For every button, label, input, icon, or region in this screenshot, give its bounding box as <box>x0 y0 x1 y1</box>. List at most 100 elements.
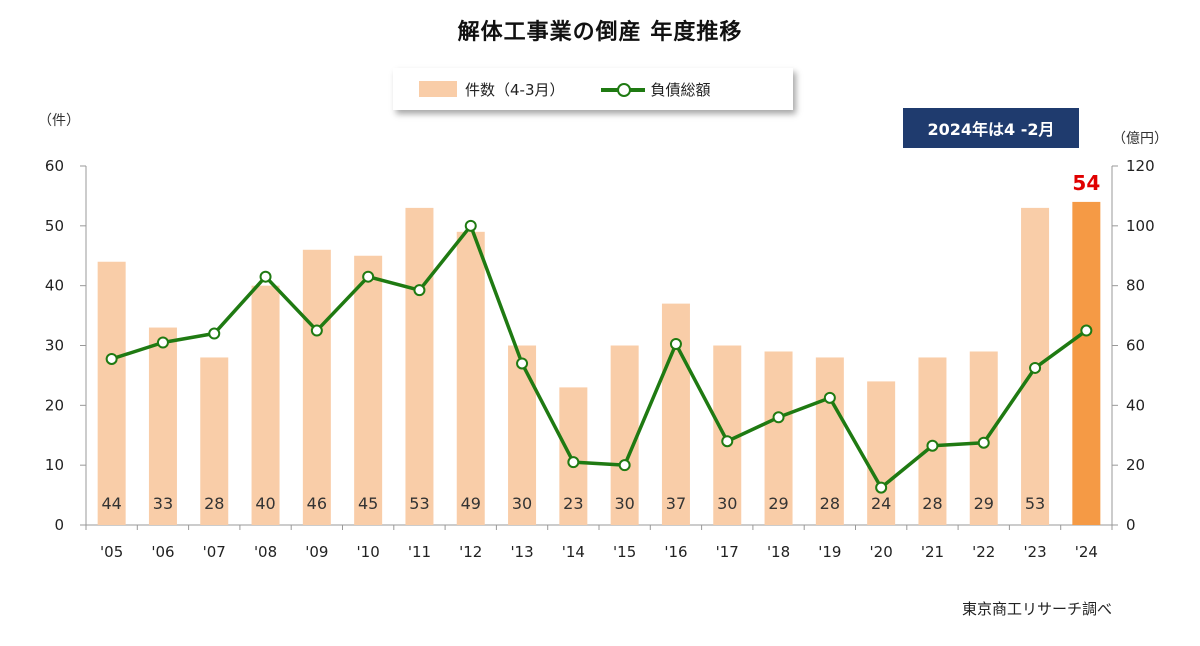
source-credit: 東京商工リサーチ調べ <box>962 600 1113 618</box>
bar <box>456 231 485 526</box>
bar-value-label: 28 <box>820 494 840 513</box>
x-tick-label: '24 <box>1075 543 1098 561</box>
bar-value-label: 33 <box>153 494 173 513</box>
debt-point <box>567 456 580 469</box>
left-tick-label: 10 <box>45 456 64 474</box>
bar <box>302 249 331 525</box>
x-tick-label: '21 <box>921 543 944 561</box>
right-tick-label: 60 <box>1126 337 1145 355</box>
bar-value-label: 53 <box>409 494 429 513</box>
bar-value-label: 44 <box>101 494 121 513</box>
debt-point <box>875 481 888 494</box>
bar <box>148 327 177 525</box>
right-tick-label: 120 <box>1126 157 1155 175</box>
bar-value-label: 28 <box>204 494 224 513</box>
x-tick-label: '16 <box>664 543 687 561</box>
chart-title: 解体工事業の倒産 年度推移 <box>457 20 743 45</box>
bar-highlight <box>1072 201 1101 525</box>
left-tick-label: 0 <box>54 516 64 534</box>
debt-line <box>111 224 1088 490</box>
x-tick-label: '20 <box>870 543 893 561</box>
right-tick-label: 80 <box>1126 277 1145 295</box>
left-tick-label: 30 <box>45 337 64 355</box>
x-tick-label: '09 <box>305 543 328 561</box>
x-tick-label: '12 <box>459 543 482 561</box>
bar-value-label: 49 <box>461 494 481 513</box>
bar <box>764 351 793 525</box>
bar-value-label: 24 <box>871 494 891 513</box>
right-tick-label: 40 <box>1126 396 1145 414</box>
x-tick-label: '07 <box>203 543 226 561</box>
left-tick-label: 20 <box>45 396 64 414</box>
highlight-value-label: 54 <box>1072 171 1100 195</box>
x-tick-label: '14 <box>562 543 585 561</box>
debt-point <box>926 439 939 452</box>
bar <box>661 303 690 525</box>
bar <box>405 207 434 525</box>
debt-point <box>772 411 785 424</box>
left-tick-label: 50 <box>45 217 64 235</box>
x-tick-label: '17 <box>716 543 739 561</box>
bar-value-label: 40 <box>255 494 275 513</box>
x-tick-label: '08 <box>254 543 277 561</box>
legend-line-swatch <box>600 81 645 97</box>
legend-item-line: 負債総額 <box>565 79 711 100</box>
bar-value-label: 30 <box>717 494 737 513</box>
legend-line-label: 負債総額 <box>650 80 711 99</box>
debt-point <box>413 284 426 297</box>
debt-point <box>464 219 477 232</box>
bar <box>200 357 229 525</box>
bar <box>97 261 126 525</box>
debt-point <box>669 338 682 351</box>
bar-value-label: 28 <box>922 494 942 513</box>
bar-value-label: 37 <box>666 494 686 513</box>
x-tick-label: '10 <box>357 543 380 561</box>
bar-value-label: 30 <box>512 494 532 513</box>
x-tick-label: '13 <box>510 543 533 561</box>
legend-bars-label: 件数（4-3月） <box>465 80 565 99</box>
debt-point <box>156 336 169 349</box>
bar-value-label: 46 <box>307 494 327 513</box>
debt-point <box>823 391 836 404</box>
right-axis-unit: （億円） <box>1112 131 1168 147</box>
bar-value-label: 53 <box>1025 494 1045 513</box>
legend-item-bars: 件数（4-3月） <box>393 79 565 100</box>
bar <box>815 357 844 525</box>
legend-bar-swatch <box>419 81 457 97</box>
x-tick-label: '19 <box>818 543 841 561</box>
left-axis-unit: （件） <box>38 113 80 129</box>
debt-point <box>977 436 990 449</box>
debt-point <box>721 435 734 448</box>
x-tick-label: '05 <box>100 543 123 561</box>
bar <box>251 285 280 525</box>
x-tick-label: '23 <box>1023 543 1046 561</box>
debt-point <box>1029 361 1042 374</box>
debt-point <box>1080 324 1093 337</box>
x-tick-label: '18 <box>767 543 790 561</box>
x-tick-label: '15 <box>613 543 636 561</box>
left-tick-label: 40 <box>45 277 64 295</box>
debt-point <box>310 324 323 337</box>
debt-point <box>618 459 631 472</box>
bar-value-label: 29 <box>768 494 788 513</box>
debt-point <box>516 357 529 370</box>
bar <box>354 255 383 525</box>
bar-value-label: 23 <box>563 494 583 513</box>
right-tick-label: 0 <box>1126 516 1136 534</box>
bar-value-label: 30 <box>614 494 634 513</box>
debt-point <box>105 352 118 365</box>
bar <box>508 345 537 525</box>
period-note: 2024年は4 -2月 <box>903 108 1079 148</box>
bar <box>867 381 896 525</box>
debt-point <box>259 270 272 283</box>
bar-value-label: 29 <box>974 494 994 513</box>
debt-point <box>208 327 221 340</box>
left-tick-label: 60 <box>45 157 64 175</box>
x-tick-label: '06 <box>151 543 174 561</box>
chart-legend: 件数（4-3月） 負債総額 <box>393 68 793 110</box>
right-tick-label: 100 <box>1126 217 1155 235</box>
x-tick-label: '11 <box>408 543 431 561</box>
debt-point <box>362 270 375 283</box>
x-tick-label: '22 <box>972 543 995 561</box>
